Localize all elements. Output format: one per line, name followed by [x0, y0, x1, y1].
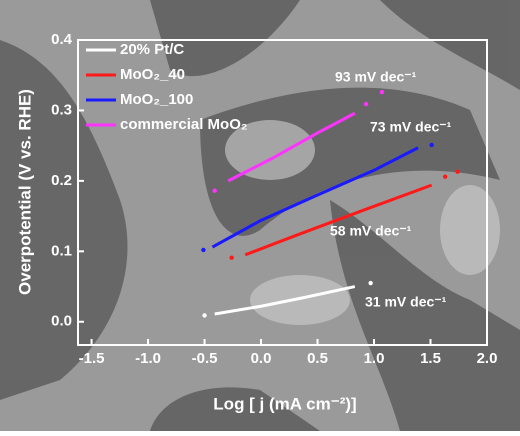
data-point	[442, 174, 448, 179]
data-point	[455, 169, 460, 174]
x-tick-label: 0.0	[251, 350, 272, 367]
data-line	[211, 146, 419, 249]
y-tick-label: 0.0	[51, 313, 72, 330]
data-point	[379, 89, 385, 95]
data-point	[202, 313, 207, 318]
slope-annotation: 31 mV dec⁻¹	[365, 294, 447, 310]
y-tick-label: 0.2	[51, 172, 72, 189]
y-tick-label: 0.4	[51, 31, 73, 48]
x-tick-label: 0.5	[307, 350, 328, 367]
data-line	[214, 285, 356, 316]
legend-label: commercial MoO₂	[120, 116, 248, 133]
y-tick-label: 0.1	[51, 242, 72, 259]
data-point	[363, 101, 369, 107]
x-tick-label: -0.5	[192, 350, 218, 367]
x-axis-label: Log [ j (mA cm⁻²)]	[213, 394, 356, 413]
data-line	[227, 111, 356, 183]
data-point	[201, 247, 206, 253]
micrograph-light	[225, 120, 500, 325]
x-tick-label: 1.5	[420, 350, 441, 367]
slope-annotation: 93 mV dec⁻¹	[335, 69, 417, 85]
x-tick-label: -1.0	[135, 350, 161, 367]
data-point	[368, 280, 373, 286]
x-tick-label: -1.5	[79, 350, 105, 367]
data-line	[244, 183, 433, 257]
legend-label: 20% Pt/C	[120, 41, 184, 58]
slope-annotation: 58 mV dec⁻¹	[330, 223, 412, 239]
y-tick-label: 0.3	[51, 101, 72, 118]
x-tick-label: 2.0	[477, 350, 498, 367]
y-axis-label: Overpotential (V vs. RHE)	[15, 89, 34, 295]
data-point	[212, 188, 217, 193]
data-point	[429, 142, 434, 148]
plot-frame	[77, 39, 488, 346]
legend-label: MoO₂_100	[120, 91, 193, 108]
data-point	[229, 255, 234, 260]
x-tick-label: 1.0	[364, 350, 385, 367]
legend-label: MoO₂_40	[120, 66, 185, 83]
slope-annotation: 73 mV dec⁻¹	[370, 119, 452, 135]
